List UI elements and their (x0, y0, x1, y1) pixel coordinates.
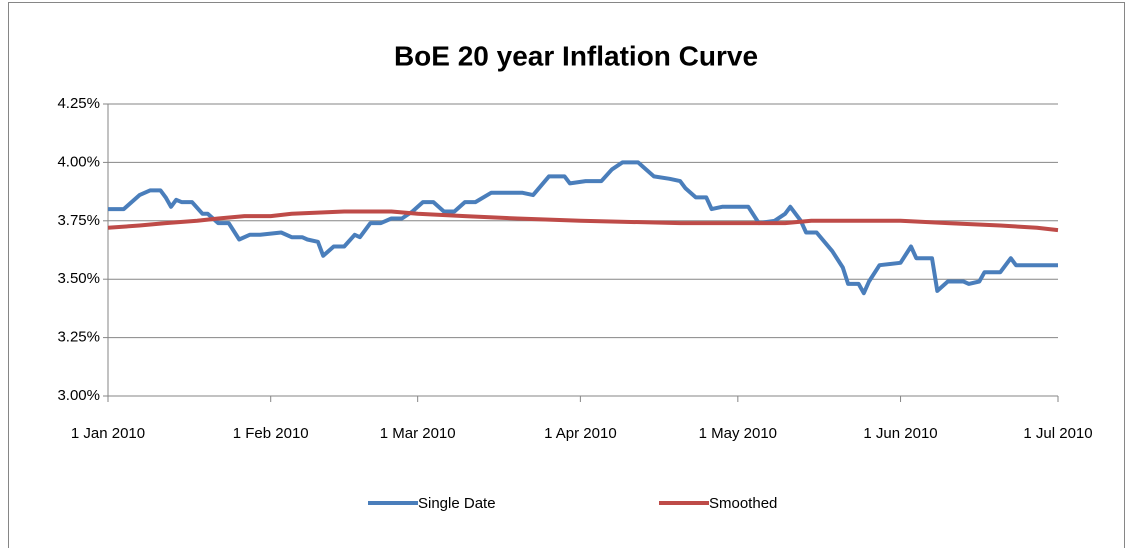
x-tick-label: 1 Feb 2010 (233, 425, 309, 442)
y-tick-label: 3.25% (57, 329, 100, 346)
x-tick-label: 1 Jul 2010 (1023, 425, 1092, 442)
x-tick-label: 1 Mar 2010 (380, 425, 456, 442)
x-tick-label: 1 May 2010 (699, 425, 777, 442)
legend-label: Single Date (418, 495, 496, 512)
data-line (108, 160, 1058, 296)
y-tick-label: 3.50% (57, 270, 100, 287)
chart-border (8, 2, 1125, 548)
chart-title: BoE 20 year Inflation Curve (394, 40, 758, 71)
y-tick-label: 3.00% (57, 387, 100, 404)
y-tick-label: 3.75% (57, 212, 100, 229)
x-tick-label: 1 Apr 2010 (544, 425, 617, 442)
legend-label: Smoothed (709, 495, 777, 512)
data-line (107, 209, 1059, 233)
y-tick-label: 4.25% (57, 95, 100, 112)
y-tick-label: 4.00% (57, 153, 100, 170)
x-tick-label: 1 Jan 2010 (71, 425, 145, 442)
x-tick-label: 1 Jun 2010 (863, 425, 937, 442)
